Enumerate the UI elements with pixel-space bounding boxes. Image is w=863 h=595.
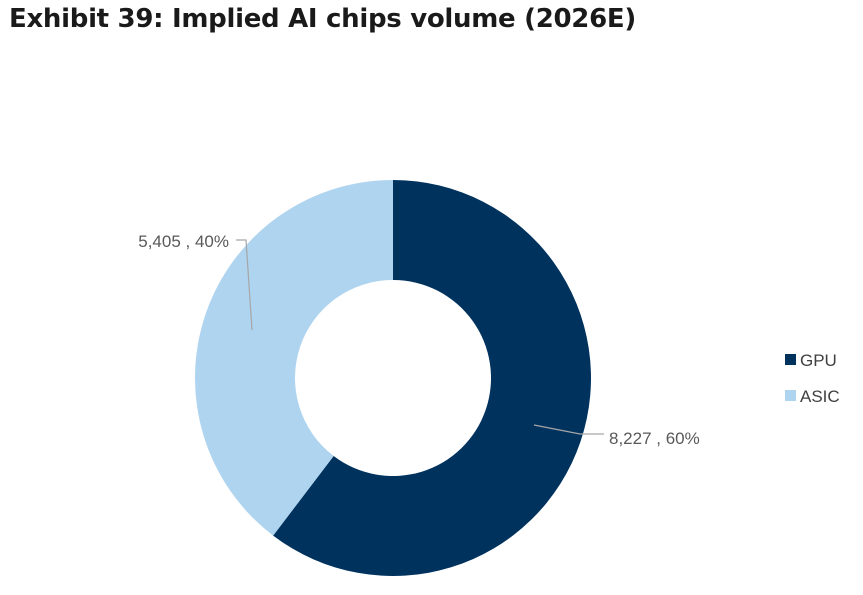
leader-lines-group — [236, 239, 604, 435]
data-label-asic: 5,405 , 40% — [138, 232, 229, 251]
legend: GPU ASIC — [785, 351, 840, 406]
chart-title: Exhibit 39: Implied AI chips volume (202… — [9, 4, 636, 34]
leader-line-asic — [236, 239, 253, 331]
legend-label-gpu: GPU — [800, 351, 837, 370]
slices-group — [195, 180, 591, 577]
legend-label-asic: ASIC — [800, 387, 840, 406]
slice-asic — [195, 180, 393, 536]
leader-line-gpu — [533, 424, 604, 435]
legend-swatch-gpu — [785, 354, 796, 365]
legend-swatch-asic — [785, 390, 796, 401]
data-labels-group: 8,227 , 60% 5,405 , 40% — [138, 232, 700, 448]
slice-gpu — [273, 180, 591, 577]
data-label-gpu: 8,227 , 60% — [609, 429, 700, 448]
